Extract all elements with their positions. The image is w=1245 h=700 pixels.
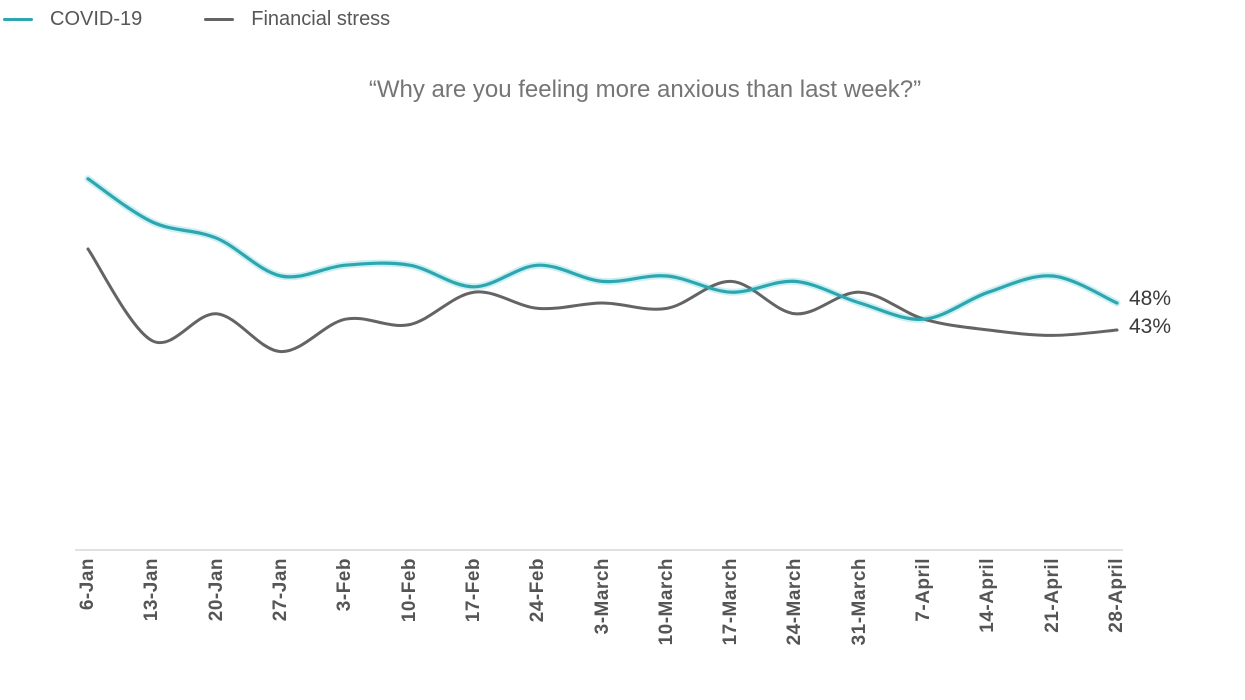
end-label-financial-stress: 43% (1129, 315, 1172, 338)
x-axis-label: 27-Jan (269, 558, 291, 622)
x-axis-label: 21-April (1041, 558, 1063, 633)
financial-stress-line-swatch-icon (204, 18, 235, 21)
x-axis-label: 17-March (720, 558, 742, 646)
x-axis-label: 20-Jan (205, 558, 227, 622)
chart-title: “Why are you feeling more anxious than l… (368, 76, 922, 103)
x-axis-label: 28-April (1106, 558, 1127, 633)
x-axis-label: 17-Feb (462, 558, 484, 623)
covid19-line-halo (84, 175, 1121, 323)
x-axis-label: 24-March (784, 558, 806, 646)
x-axis-label: 3-Feb (334, 558, 356, 612)
x-axis-label: 6-Jan (77, 558, 98, 611)
end-label-covid19: 48% (1129, 287, 1172, 310)
x-axis-label: 13-Jan (141, 558, 163, 622)
x-axis-label: 24-Feb (527, 558, 549, 623)
x-axis-label: 31-March (848, 558, 870, 646)
chart-legend: COVID-19 Financial stress (3, 8, 390, 31)
x-axis-label: 7-April (913, 558, 935, 622)
covid19-line-swatch-icon (3, 18, 33, 21)
financial-stress-line (86, 247, 1119, 354)
x-axis-label: 10-March (655, 558, 677, 646)
legend-label-financial-stress: Financial stress (251, 8, 391, 30)
x-axis-label: 3-March (591, 558, 613, 635)
x-axis-label: 14-April (977, 558, 999, 633)
legend-item-covid19: COVID-19 (3, 8, 142, 31)
covid19-line (86, 177, 1119, 321)
x-axis-label: 10-Feb (398, 558, 420, 623)
legend-label-covid19: COVID-19 (50, 8, 143, 30)
legend-item-financial-stress: Financial stress (204, 8, 390, 31)
